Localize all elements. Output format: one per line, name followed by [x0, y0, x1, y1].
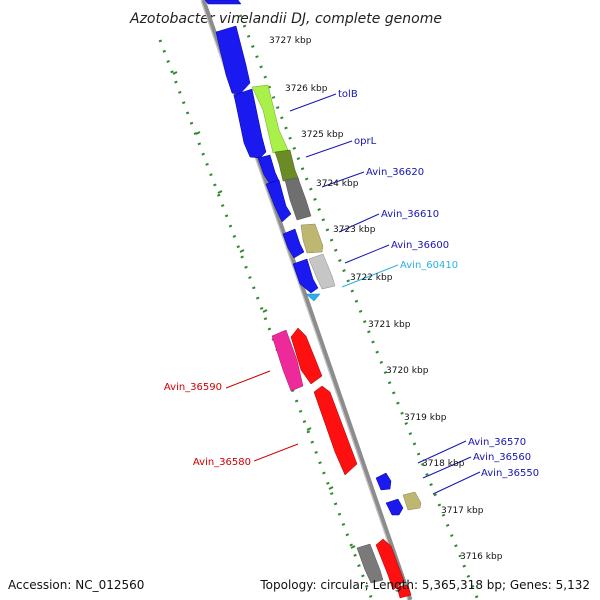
forward-genes	[204, 0, 422, 516]
tick-label: 3724 kbp	[316, 179, 359, 189]
gene-arrow-bottom-red-2[interactable]	[396, 584, 412, 599]
gene-label-avin36620[interactable]: Avin_36620	[366, 167, 424, 178]
tick-label: 3717 kbp	[441, 506, 484, 516]
gene-label-tolB[interactable]: tolB	[338, 89, 358, 100]
gene-arrow-bottom-red[interactable]	[375, 538, 405, 591]
topology-text: Topology: circular; Length: 5,365,318 bp…	[260, 578, 590, 592]
reverse-genes	[271, 327, 412, 599]
gene-block-avin36600[interactable]	[308, 253, 336, 290]
leader-avin36580	[253, 443, 299, 462]
leader-avin36600	[344, 244, 390, 264]
kbp-ticks: 3727 kbp 3726 kbp 3725 kbp 3724 kbp 3723…	[269, 36, 503, 562]
accession-text: Accession: NC_012560	[8, 578, 145, 592]
gene-label-avin36590[interactable]: Avin_36590	[164, 382, 222, 393]
leader-avin60410	[341, 264, 399, 288]
gene-arrow-tolB[interactable]	[233, 88, 267, 159]
gene-block-bottom-gray[interactable]	[356, 543, 384, 584]
tick-label: 3725 kbp	[301, 130, 344, 140]
tick-label: 3721 kbp	[368, 320, 411, 330]
gene-block-tolB[interactable]	[251, 84, 289, 154]
leader-oprL	[305, 140, 353, 158]
tick-label: 3726 kbp	[285, 84, 328, 94]
gene-arrow-avin36620[interactable]	[265, 179, 292, 223]
map-title: Azotobacter vinelandii DJ, complete geno…	[129, 11, 442, 27]
gene-label-avin36580[interactable]: Avin_36580	[193, 457, 251, 468]
gene-arrow-avin36580[interactable]	[313, 385, 358, 476]
gene-block-avin36590[interactable]	[271, 329, 304, 392]
leader-avin36570	[417, 440, 467, 464]
tick-label: 3723 kbp	[333, 225, 376, 235]
gene-arrow-top[interactable]	[204, 0, 242, 5]
tick-label: 3720 kbp	[386, 366, 429, 376]
gene-block-avin36620[interactable]	[284, 177, 312, 221]
gene-labels: tolB oprL Avin_36620 Avin_36610 Avin_366…	[164, 89, 539, 479]
leader-avin36550	[432, 471, 481, 495]
leader-avin36610	[338, 213, 380, 233]
leader-avin36620	[321, 171, 365, 188]
gene-label-avin36610[interactable]: Avin_36610	[381, 209, 439, 220]
gene-block-avin36610[interactable]	[300, 223, 324, 254]
gene-arrow-avin36570[interactable]	[375, 472, 392, 491]
gene-arrow-avin36560[interactable]	[385, 498, 404, 516]
gene-label-avin36560[interactable]: Avin_36560	[473, 452, 531, 463]
tick-label: 3727 kbp	[269, 36, 312, 46]
gene-label-avin36550[interactable]: Avin_36550	[481, 468, 539, 479]
label-leaders	[225, 93, 481, 495]
inner-grid-ring	[158, 39, 374, 600]
gene-label-avin36570[interactable]: Avin_36570	[468, 437, 526, 448]
gene-label-oprL[interactable]: oprL	[354, 136, 377, 147]
gene-arrow-avin36610[interactable]	[282, 228, 305, 259]
tick-label: 3718 kbp	[422, 459, 465, 469]
leader-tolB	[289, 93, 337, 112]
gene-arrow-avin36590[interactable]	[290, 327, 323, 385]
gene-rna-avin60410[interactable]	[305, 293, 321, 302]
tick-label: 3719 kbp	[404, 413, 447, 423]
tick-label: 3722 kbp	[350, 273, 393, 283]
gene-label-avin60410[interactable]: Avin_60410	[400, 260, 458, 271]
gene-arrow-avin36600[interactable]	[292, 258, 319, 294]
gene-label-avin36600[interactable]: Avin_36600	[391, 240, 449, 251]
leader-avin36560	[422, 456, 472, 479]
gene-block-avin36550[interactable]	[402, 491, 422, 511]
gene-arrow-tolA[interactable]	[215, 25, 251, 95]
tick-label: 3716 kbp	[460, 552, 503, 562]
leader-avin36590	[225, 370, 271, 389]
gene-block-oprL[interactable]	[274, 149, 300, 182]
